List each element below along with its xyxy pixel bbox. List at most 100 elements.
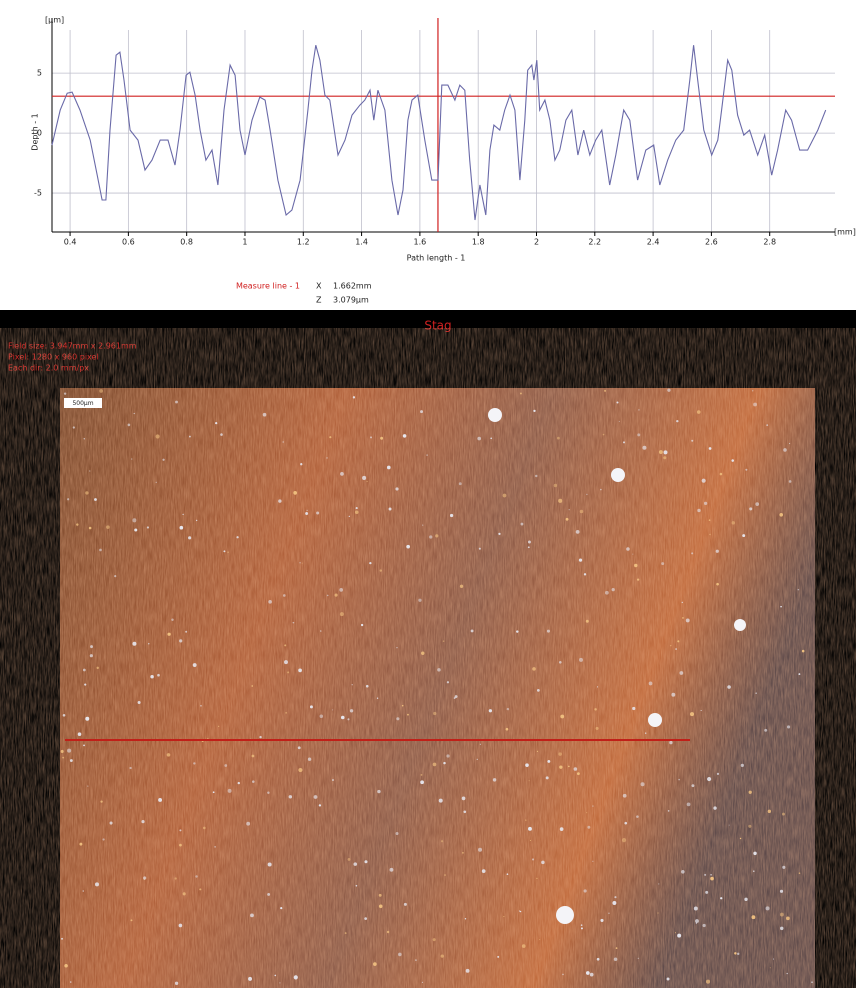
speck (658, 450, 663, 455)
speck (585, 971, 590, 975)
speck (779, 912, 784, 917)
speck (454, 695, 458, 698)
speck (79, 842, 83, 846)
image-info: Pixel: 1280 x 960 pixel (8, 353, 99, 362)
speck (470, 629, 474, 633)
y-tick-label: 0 (37, 129, 42, 138)
speck (623, 441, 625, 444)
speck (309, 705, 313, 709)
speck (766, 424, 769, 427)
speck (670, 645, 672, 647)
speck (76, 523, 79, 526)
speck (83, 744, 85, 747)
speck (622, 793, 627, 798)
speck (490, 437, 493, 440)
speck (621, 838, 627, 843)
speck (395, 487, 399, 491)
speck (349, 709, 354, 713)
speck (332, 709, 334, 711)
speck (546, 629, 550, 633)
speck (648, 681, 653, 686)
speck (780, 926, 784, 931)
speck (780, 605, 782, 608)
speck (293, 491, 298, 495)
speck (178, 923, 183, 928)
speck (713, 806, 717, 810)
speck (69, 981, 72, 983)
speck (753, 851, 757, 856)
speck (133, 412, 135, 415)
speck (592, 860, 594, 862)
speck (370, 436, 373, 439)
speck (788, 480, 792, 483)
speck (61, 937, 64, 940)
speck (429, 535, 433, 539)
speck (250, 913, 254, 918)
speck (481, 869, 486, 874)
speck (527, 540, 531, 544)
speck (728, 824, 730, 826)
speck (565, 517, 569, 521)
speck (352, 396, 356, 399)
speck (347, 718, 350, 721)
speck (280, 907, 283, 910)
speck (707, 777, 712, 782)
speck (354, 510, 359, 515)
speck (67, 498, 70, 501)
speck (85, 716, 90, 721)
speck (69, 759, 73, 763)
speck (130, 919, 133, 922)
speck (131, 458, 133, 460)
speck (695, 919, 699, 923)
speck (351, 683, 353, 686)
speck (579, 509, 584, 514)
speck (597, 686, 599, 688)
speck (109, 821, 113, 825)
x-tick-label: 1.8 (472, 238, 485, 247)
measure-name: Measure line - 1 (236, 282, 300, 291)
speck (442, 640, 445, 642)
speck (179, 829, 182, 832)
speck (348, 515, 350, 518)
speck (681, 601, 683, 604)
speck (376, 697, 379, 699)
speck (600, 488, 602, 491)
speck (453, 697, 456, 699)
speck (339, 588, 344, 592)
speck (134, 528, 138, 532)
speck (519, 910, 522, 913)
speck (446, 754, 450, 758)
speck (215, 421, 218, 425)
speck (663, 450, 668, 455)
speck (227, 551, 229, 553)
speck (596, 957, 600, 961)
speck (378, 893, 382, 897)
speck (461, 796, 466, 801)
speck (519, 392, 522, 395)
speck (463, 810, 467, 814)
speck (319, 630, 322, 632)
speck (127, 423, 131, 427)
speck (720, 897, 723, 900)
speck (634, 563, 638, 568)
speck (547, 759, 551, 763)
speck (748, 790, 752, 794)
speck (421, 651, 425, 656)
speck (479, 743, 481, 745)
speck (155, 481, 157, 483)
speck (251, 754, 255, 758)
speck (611, 588, 615, 592)
speck (319, 714, 324, 719)
speck (426, 454, 428, 456)
speck (182, 892, 186, 896)
y-tick-label: 5 (37, 69, 42, 78)
scale-bar-label: 500µm (72, 400, 93, 407)
speck (536, 689, 540, 692)
speck (753, 870, 755, 872)
speck (132, 518, 137, 523)
speck (300, 463, 303, 466)
speck (306, 509, 308, 511)
speck (642, 445, 647, 450)
speck (465, 968, 470, 973)
